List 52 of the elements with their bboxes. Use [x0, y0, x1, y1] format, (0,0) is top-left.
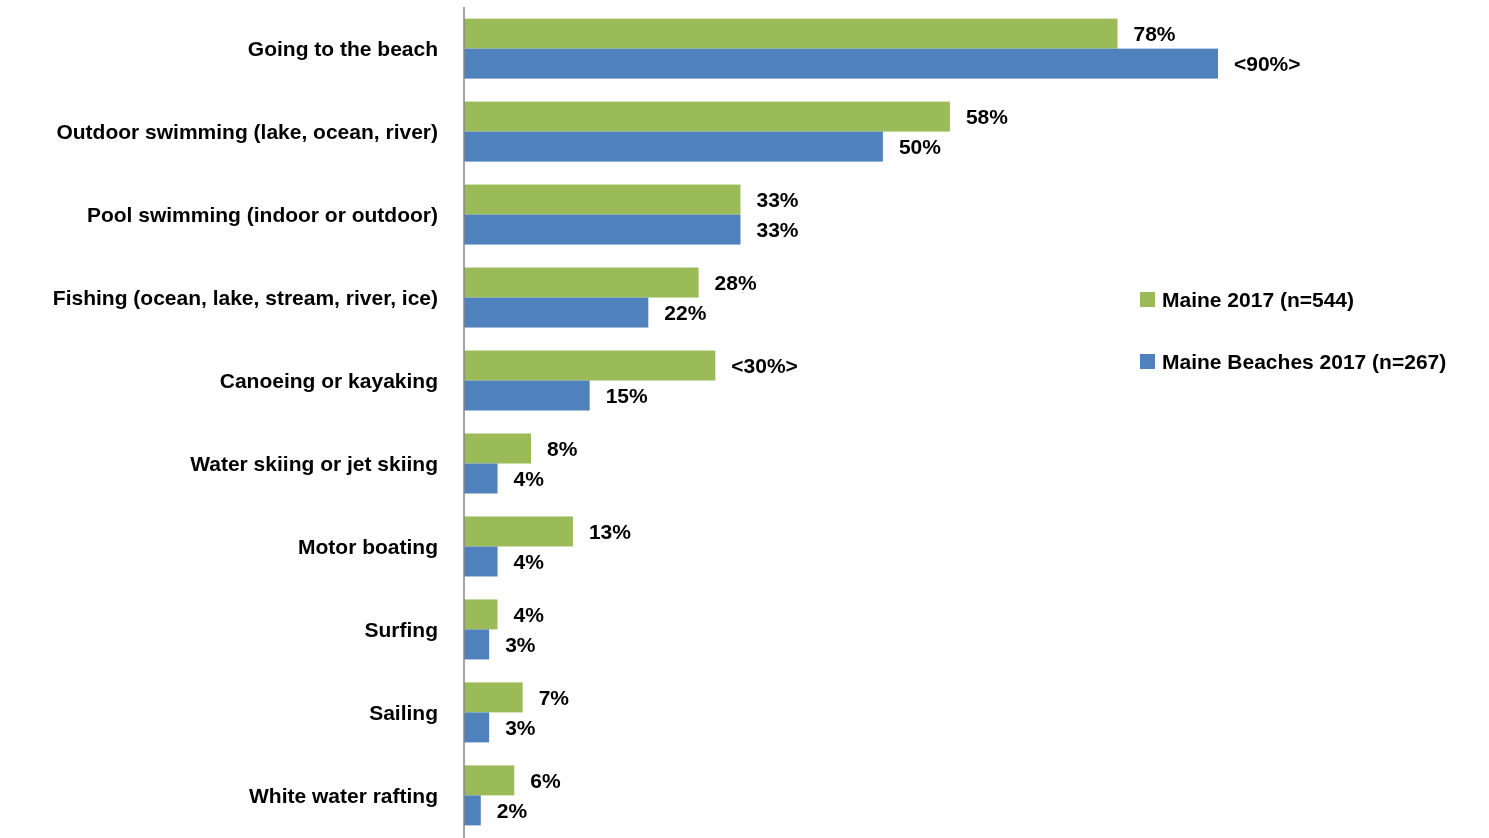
bar — [464, 682, 523, 713]
data-label: 4% — [513, 466, 545, 490]
data-label: 2% — [496, 798, 528, 822]
bar — [464, 48, 1218, 79]
bar — [464, 463, 498, 494]
bar — [464, 433, 532, 464]
bar — [464, 267, 699, 298]
data-label: 13% — [588, 519, 632, 543]
data-label: 4% — [513, 549, 545, 573]
bar — [464, 214, 741, 245]
data-label: 3% — [505, 632, 536, 656]
data-label: <90%> — [1234, 51, 1301, 75]
bar — [464, 380, 590, 411]
data-label: 6% — [530, 768, 561, 792]
bar — [464, 350, 716, 381]
bar — [464, 795, 481, 826]
bar — [464, 599, 498, 630]
data-label: 58% — [965, 104, 1009, 128]
data-label: 33% — [756, 217, 799, 241]
bar — [464, 516, 573, 547]
data-label: 4% — [513, 602, 545, 626]
bar — [464, 546, 498, 577]
y-tick-label: Sailing — [369, 700, 438, 724]
bar — [464, 18, 1118, 49]
data-label: 78% — [1133, 21, 1176, 45]
legend-label: Maine 2017 (n=544) — [1162, 288, 1355, 312]
data-label: 28% — [714, 270, 757, 294]
bar — [464, 297, 649, 328]
bar — [464, 131, 883, 162]
data-label: 50% — [898, 134, 942, 158]
y-tick-label: Surfing — [364, 617, 438, 641]
bar — [464, 712, 490, 743]
y-tick-label: Outdoor swimming (lake, ocean, river) — [56, 119, 438, 143]
data-label: 7% — [538, 685, 570, 709]
y-tick-label: Canoeing or kayaking — [219, 368, 438, 392]
y-tick-label: White water rafting — [248, 783, 438, 807]
bar — [464, 184, 741, 215]
legend-label: Maine Beaches 2017 (n=267) — [1162, 350, 1447, 374]
bar — [464, 629, 490, 660]
data-label: <30%> — [731, 353, 798, 377]
y-tick-label: Fishing (ocean, lake, stream, river, ice) — [52, 285, 438, 309]
data-label: 22% — [664, 300, 707, 324]
bar — [464, 765, 515, 796]
data-label: 3% — [505, 715, 536, 739]
y-tick-label: Going to the beach — [247, 36, 438, 60]
y-tick-label: Pool swimming (indoor or outdoor) — [86, 202, 438, 226]
data-label: 15% — [605, 383, 649, 407]
data-label: 33% — [756, 187, 799, 211]
y-tick-label: Motor boating — [298, 534, 438, 558]
y-tick-label: Water skiing or jet skiing — [190, 451, 438, 475]
data-label: 8% — [547, 436, 578, 460]
bar — [464, 101, 950, 132]
